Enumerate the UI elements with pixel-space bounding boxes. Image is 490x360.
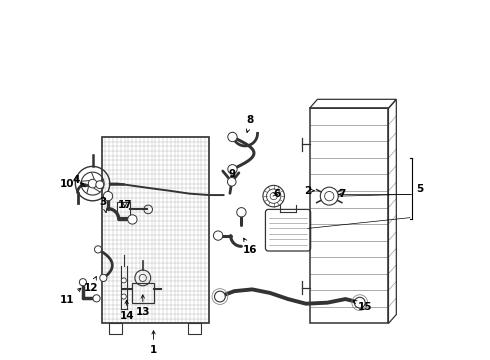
Text: 16: 16 (243, 238, 258, 255)
Bar (109, 323, 122, 334)
Bar (101, 137, 209, 323)
Circle shape (122, 294, 126, 299)
Text: 3: 3 (99, 197, 107, 212)
Bar (310, 108, 389, 323)
Circle shape (237, 208, 246, 217)
Text: 10: 10 (60, 179, 83, 189)
Bar (188, 323, 201, 334)
Circle shape (128, 215, 137, 224)
Circle shape (228, 165, 237, 174)
Text: 12: 12 (83, 276, 98, 293)
Circle shape (95, 246, 101, 253)
Text: 1: 1 (150, 331, 157, 355)
Circle shape (320, 187, 338, 205)
Bar (117, 202, 130, 217)
Circle shape (100, 274, 107, 282)
Circle shape (228, 132, 237, 141)
Circle shape (214, 231, 223, 240)
Circle shape (215, 291, 225, 302)
Text: 9: 9 (229, 169, 236, 179)
Text: 14: 14 (120, 300, 134, 321)
Circle shape (354, 297, 365, 308)
Circle shape (96, 181, 104, 189)
Text: 13: 13 (136, 295, 150, 317)
Circle shape (122, 278, 126, 283)
Text: 15: 15 (353, 300, 372, 312)
Text: 2: 2 (304, 186, 314, 196)
Circle shape (88, 179, 97, 188)
Bar (132, 283, 153, 303)
Text: 7: 7 (338, 189, 345, 199)
Text: 5: 5 (416, 184, 423, 194)
Text: 6: 6 (273, 189, 281, 199)
Circle shape (227, 177, 236, 186)
Circle shape (103, 192, 113, 201)
Text: 17: 17 (118, 200, 132, 210)
Circle shape (79, 279, 87, 286)
Text: 11: 11 (60, 288, 81, 305)
Text: 4: 4 (73, 175, 85, 187)
Circle shape (93, 295, 100, 302)
Text: 8: 8 (246, 116, 254, 132)
